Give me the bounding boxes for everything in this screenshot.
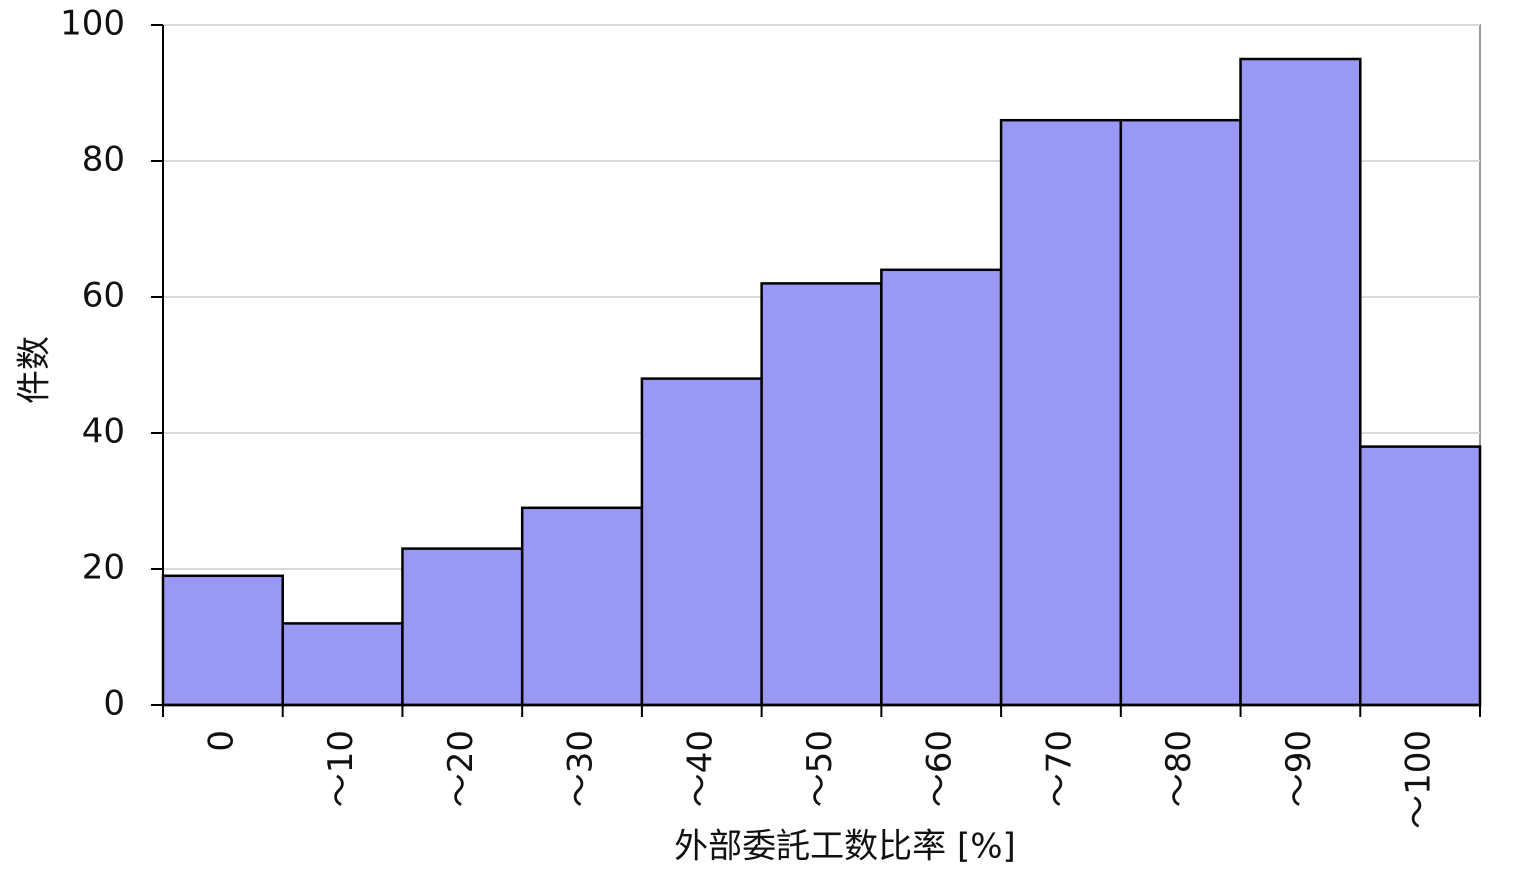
y-tick-label: 20 xyxy=(82,548,125,588)
bar xyxy=(999,118,1123,707)
y-tick-label: 0 xyxy=(103,684,125,724)
x-tick-label: 0 xyxy=(201,730,241,752)
x-tick-label: 〜100 xyxy=(1399,730,1439,829)
x-tick-label: 〜30 xyxy=(561,730,601,807)
y-tick-label: 80 xyxy=(82,140,125,180)
x-tick-label: 〜90 xyxy=(1279,730,1319,807)
bar xyxy=(401,547,524,707)
bar xyxy=(520,506,644,707)
x-tick-label: 〜40 xyxy=(680,730,720,807)
x-tick-label: 〜60 xyxy=(920,730,960,807)
y-tick-label: 100 xyxy=(60,4,125,44)
x-axis-label: 外部委託工数比率 [%] xyxy=(674,827,1016,867)
bar xyxy=(1119,118,1242,707)
bar xyxy=(161,574,284,707)
x-tick-label: 〜10 xyxy=(321,730,361,807)
x-tick-label: 〜70 xyxy=(1039,730,1079,807)
bar xyxy=(880,268,1003,707)
y-tick-label: 40 xyxy=(82,412,125,452)
y-tick-label: 60 xyxy=(82,276,125,316)
x-tick-label: 〜80 xyxy=(1159,730,1199,807)
bar xyxy=(640,377,763,707)
bar xyxy=(1239,57,1362,707)
bar xyxy=(281,622,404,707)
bar xyxy=(1359,445,1482,707)
bar xyxy=(760,282,883,707)
x-tick-label: 〜20 xyxy=(441,730,481,807)
y-axis-label: 件数 xyxy=(15,336,55,404)
x-tick-label: 〜50 xyxy=(800,730,840,807)
